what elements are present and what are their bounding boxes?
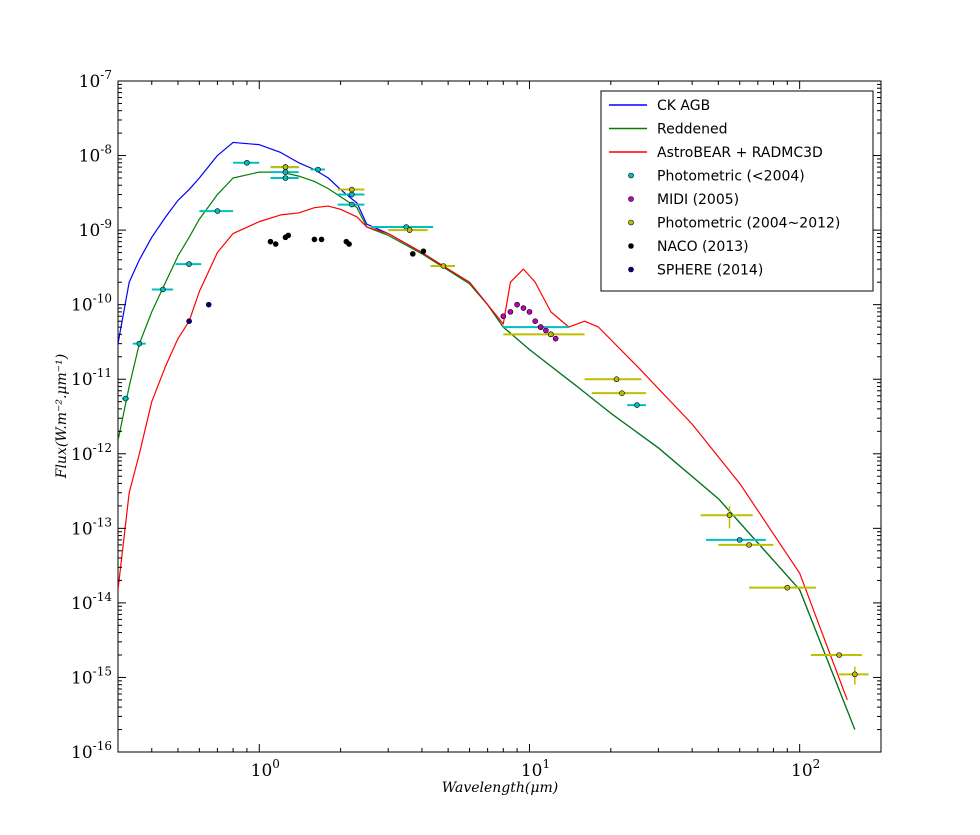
data-point	[205, 301, 212, 308]
legend-box	[600, 90, 874, 292]
legend-item: MIDI (2005)	[628, 192, 739, 208]
data-point	[267, 238, 274, 245]
data-point	[784, 584, 791, 591]
series-line	[118, 171, 856, 730]
ticks-layer	[117, 80, 882, 753]
data-point	[346, 241, 352, 247]
y-tick-label: 10-9	[79, 217, 112, 241]
legend-label: Photometric (2004~2012)	[657, 216, 840, 232]
data-point	[160, 286, 166, 293]
y-axis-label: Flux(W.m⁻².μm⁻¹)	[54, 354, 70, 480]
legend-swatch	[628, 266, 634, 273]
y-tick-label: 10-16	[71, 739, 112, 763]
legend: CK AGB Reddened AstroBEAR + RADMC3D Photome…	[600, 90, 874, 292]
data-point	[122, 395, 129, 402]
data-point	[420, 248, 427, 255]
y-tick-label: 10-11	[71, 366, 112, 390]
data-point	[311, 236, 318, 243]
data-point	[613, 376, 620, 383]
data-point	[406, 227, 413, 233]
data-point	[537, 324, 544, 330]
data-point	[285, 232, 292, 239]
legend-item: AstroBEAR + RADMC3D	[609, 145, 823, 161]
data-point	[552, 335, 559, 342]
legend-item: CK AGB	[609, 98, 710, 114]
y-tick-label: 10-14	[71, 590, 112, 614]
data-point	[532, 318, 538, 325]
series-photometric-2004-	[121, 159, 766, 543]
data-point	[410, 251, 416, 257]
data-point	[272, 241, 279, 247]
y-tick-label: 10-7	[79, 68, 112, 92]
x-tick-label: 101	[521, 757, 550, 781]
series-reddened	[118, 171, 856, 730]
data-point	[500, 313, 507, 320]
series-astrobear-radmc3d	[118, 205, 848, 701]
data-point	[348, 201, 355, 208]
data-point	[318, 236, 325, 243]
legend-item: SPHERE (2014)	[628, 263, 763, 279]
x-tick-label: 100	[251, 757, 280, 781]
legend-item: Photometric (<2004)	[628, 169, 805, 185]
series-line	[118, 205, 848, 701]
data-point	[348, 191, 355, 198]
data-point	[186, 318, 192, 325]
x-axis-label: Wavelength(μm)	[442, 780, 558, 796]
y-tick-label: 10-10	[71, 292, 112, 316]
legend-label: MIDI (2005)	[657, 192, 739, 208]
data-point	[543, 327, 549, 334]
y-tick-label: 10-15	[71, 664, 112, 688]
data-point	[526, 309, 533, 315]
x-tick-label: 102	[791, 757, 820, 781]
data-point	[619, 390, 625, 396]
data-point	[514, 301, 520, 308]
legend-item: Reddened	[609, 122, 727, 138]
legend-label: Reddened	[657, 122, 727, 138]
legend-label: AstroBEAR + RADMC3D	[657, 145, 823, 161]
y-tick-label: 10-8	[79, 143, 112, 167]
data-point	[520, 305, 527, 311]
legend-swatch	[628, 172, 634, 179]
data-point	[186, 261, 192, 267]
data-point	[852, 671, 858, 678]
legend-swatch	[628, 219, 634, 226]
data-point	[282, 175, 289, 181]
data-point	[440, 263, 447, 269]
legend-label: NACO (2013)	[657, 239, 749, 255]
data-point	[507, 309, 514, 315]
y-tick-label: 10-13	[71, 515, 112, 539]
data-point	[736, 537, 743, 543]
legend-label: CK AGB	[657, 98, 710, 114]
series-layer	[118, 141, 869, 730]
data-point	[136, 340, 143, 347]
legend-item: NACO (2013)	[628, 239, 749, 255]
data-point	[282, 169, 289, 175]
legend-label: Photometric (<2004)	[657, 169, 805, 185]
legend-item: Photometric (2004~2012)	[628, 216, 840, 232]
series-naco-2013-	[267, 232, 427, 257]
series-sphere-2014-	[186, 301, 212, 325]
data-point	[726, 512, 733, 519]
legend-label: SPHERE (2014)	[657, 263, 763, 279]
labels-layer: 100 101 102 10-7 10-8 10-9 10-10 10-11 10-12 10-1…	[71, 68, 820, 781]
series-photometric-2004-2012-	[270, 164, 869, 685]
data-point	[746, 542, 752, 548]
data-point	[634, 402, 640, 408]
data-point	[244, 159, 250, 166]
data-point	[214, 208, 221, 214]
data-point	[282, 164, 289, 170]
data-point	[548, 331, 554, 338]
legend-swatch	[628, 243, 634, 249]
data-point	[836, 652, 842, 658]
data-point	[315, 166, 321, 173]
y-tick-label: 10-12	[71, 441, 112, 465]
data-point	[348, 186, 355, 193]
legend-swatch	[628, 196, 634, 202]
